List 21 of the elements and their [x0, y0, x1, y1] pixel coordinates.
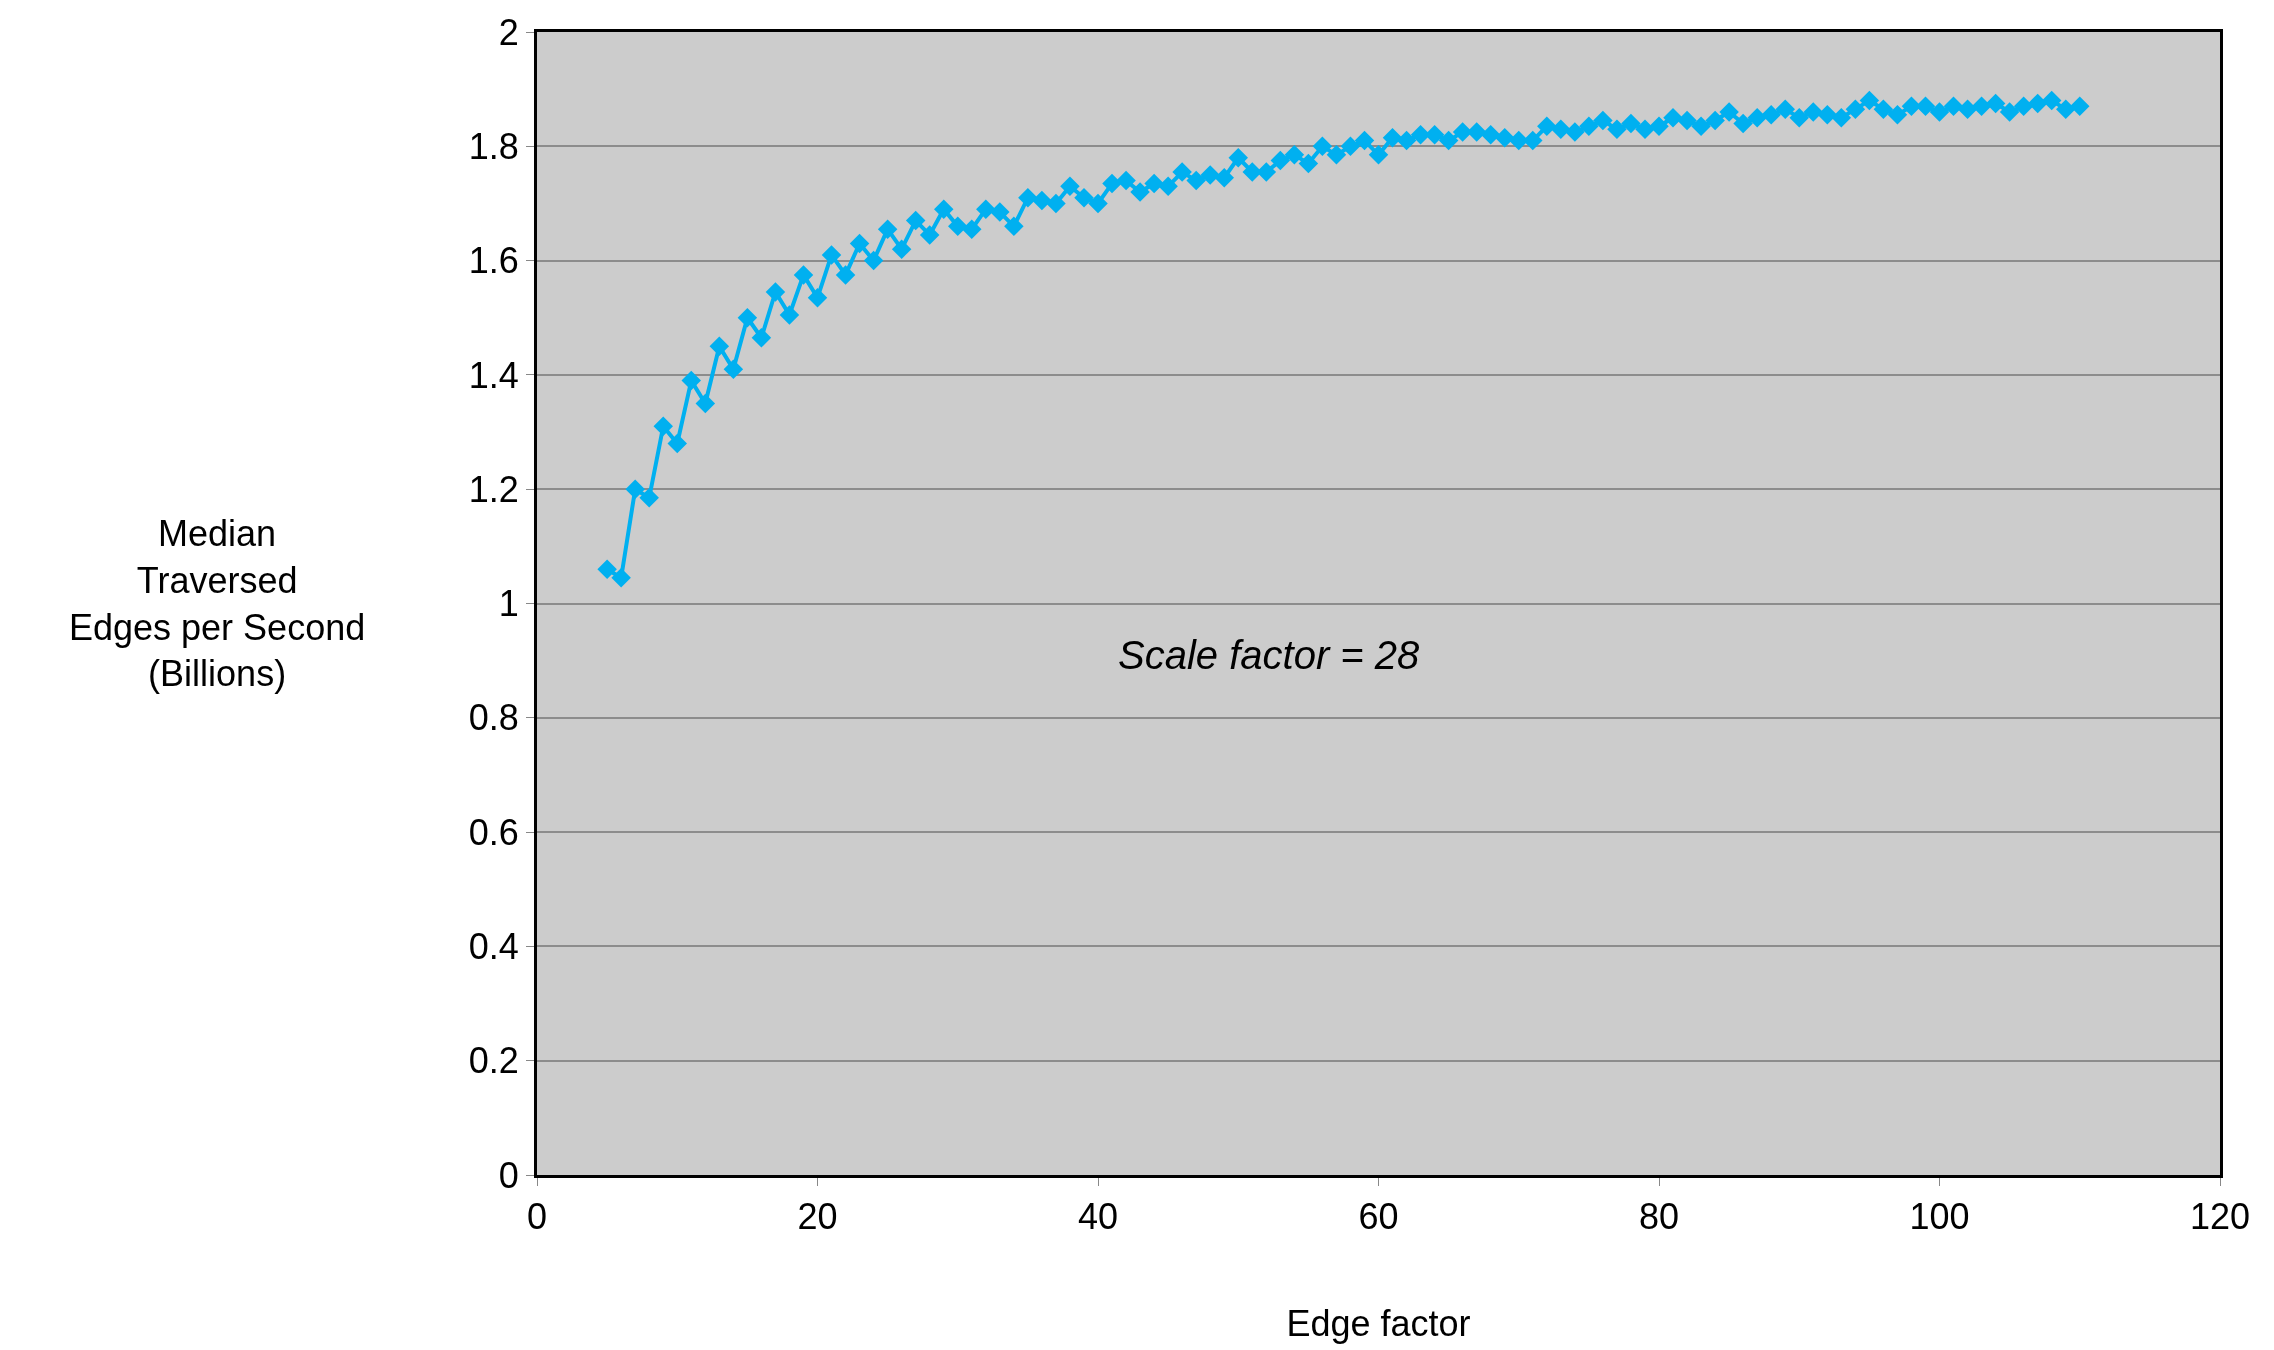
y-tick-label: 0 [498, 1154, 519, 1196]
y-tick-label: 2 [498, 11, 519, 53]
y-tick-label: 0.6 [468, 811, 519, 853]
x-tick-label: 40 [1077, 1196, 1119, 1238]
x-tick-label: 0 [526, 1196, 548, 1238]
x-tick-label: 60 [1358, 1196, 1399, 1238]
y-tick-label: 0.2 [468, 1040, 519, 1082]
x-tick-label: 20 [797, 1196, 838, 1238]
annotation: Scale factor = 28 [1118, 633, 1421, 677]
y-tick-label: 1.2 [468, 468, 519, 510]
x-tick-label: 120 [2189, 1196, 2251, 1238]
y-tick-label: 1.8 [468, 125, 519, 167]
y-tick-label: 1 [498, 583, 519, 625]
x-axis-title: Edge factor [1286, 1302, 1471, 1344]
y-tick-label: 0.4 [468, 926, 519, 967]
x-tick-label: 100 [1909, 1196, 1970, 1238]
x-tick-label: 80 [1638, 1196, 1680, 1238]
y-tick-label: 1.4 [468, 354, 519, 396]
y-axis-title: Median Traversed Edges per Second (Billions) [69, 513, 366, 695]
y-tick-label: 0.8 [468, 697, 519, 739]
y-tick-label: 1.6 [468, 240, 519, 282]
